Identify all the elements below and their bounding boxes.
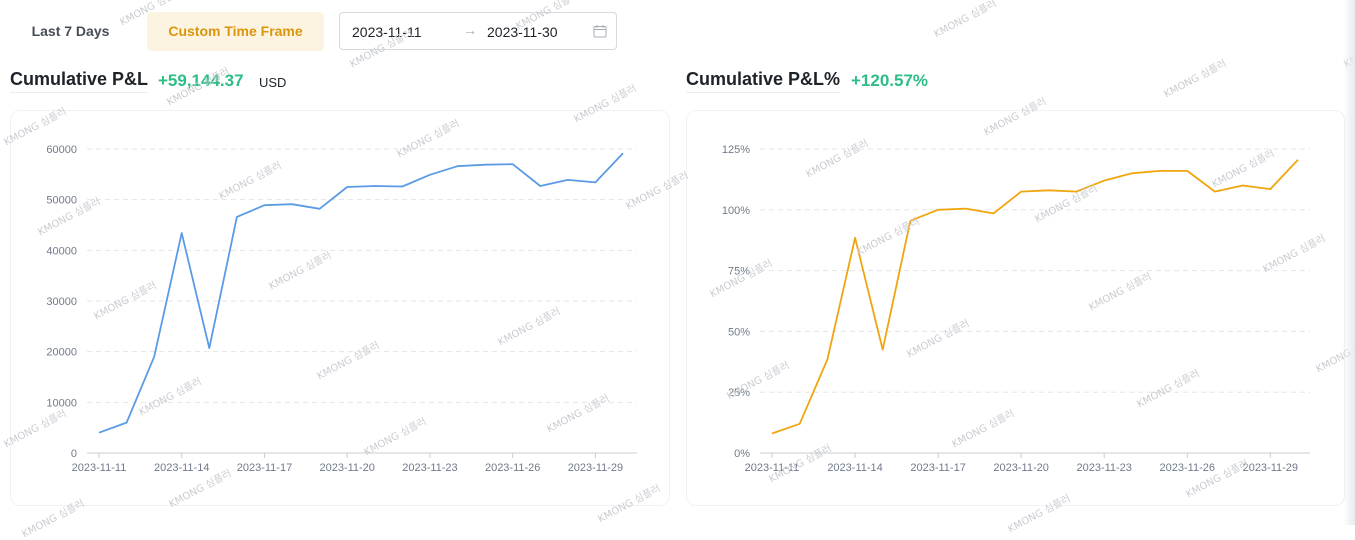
pct-y-tick-label: 100% — [722, 205, 750, 217]
pnl-y-tick-label: 20000 — [46, 347, 77, 359]
start-date-input[interactable]: 2023-11-11 — [352, 24, 422, 40]
pct-x-tick-label: 2023-11-29 — [1243, 462, 1298, 474]
arrow-right-icon: → — [463, 22, 477, 38]
pct-y-tick-label: 0% — [734, 448, 750, 460]
pct-y-tick-label: 25% — [728, 387, 750, 399]
pct-y-tick-label: 50% — [728, 326, 750, 338]
pnl-unit: USD — [259, 75, 287, 90]
pnl-series-line — [98, 152, 624, 434]
pnl-title: Cumulative P&L — [10, 69, 149, 93]
pnl-x-tick-label: 2023-11-23 — [402, 462, 457, 474]
date-range-picker[interactable]: 2023-11-11 → 2023-11-30 — [339, 12, 617, 50]
pnl-y-tick-label: 0 — [71, 448, 77, 460]
pnl-x-tick-label: 2023-11-26 — [485, 462, 540, 474]
pnl-y-tick-label: 40000 — [46, 245, 77, 257]
pnl-y-tick-label: 60000 — [46, 144, 77, 156]
pct-x-tick-label: 2023-11-23 — [1076, 462, 1131, 474]
pct-y-tick-label: 75% — [728, 266, 750, 278]
calendar-icon[interactable] — [593, 24, 607, 38]
charts-canvas: 0 10000 20000 30000 40000 50000 60000 2023-11-1… — [46, 144, 1310, 474]
pnl-x-tick-label: 2023-11-20 — [319, 462, 374, 474]
pnl-x-tick-label: 2023-11-14 — [154, 462, 209, 474]
tab-custom-time-frame[interactable]: Custom Time Frame — [147, 12, 324, 51]
end-date-input[interactable]: 2023-11-30 — [487, 24, 558, 40]
pnl-y-tick-label: 30000 — [46, 296, 77, 308]
pct-series-line — [771, 159, 1299, 435]
pct-y-tick-label: 125% — [722, 144, 750, 156]
pnl-x-tick-label: 2023-11-11 — [72, 462, 127, 474]
pct-x-tick-label: 2023-11-11 — [745, 462, 800, 474]
pnl-chart-panel — [10, 110, 670, 506]
pnl-pct-title: Cumulative P&L% — [686, 69, 841, 93]
pnl-y-tick-label: 50000 — [46, 195, 77, 207]
pnl-value: +59,144.37 — [158, 71, 244, 90]
pnl-pct-value: +120.57% — [851, 71, 929, 90]
pnl-y-tick-label: 10000 — [46, 397, 77, 409]
pct-x-tick-label: 2023-11-14 — [827, 462, 882, 474]
pct-x-tick-label: 2023-11-20 — [993, 462, 1048, 474]
scroll-edge-shadow — [1343, 0, 1355, 525]
tab-last-7-days[interactable]: Last 7 Days — [31, 23, 110, 39]
pct-x-tick-label: 2023-11-26 — [1160, 462, 1215, 474]
pnl-x-tick-label: 2023-11-29 — [568, 462, 623, 474]
pct-x-tick-label: 2023-11-17 — [910, 462, 965, 474]
pnl-x-tick-label: 2023-11-17 — [237, 462, 292, 474]
